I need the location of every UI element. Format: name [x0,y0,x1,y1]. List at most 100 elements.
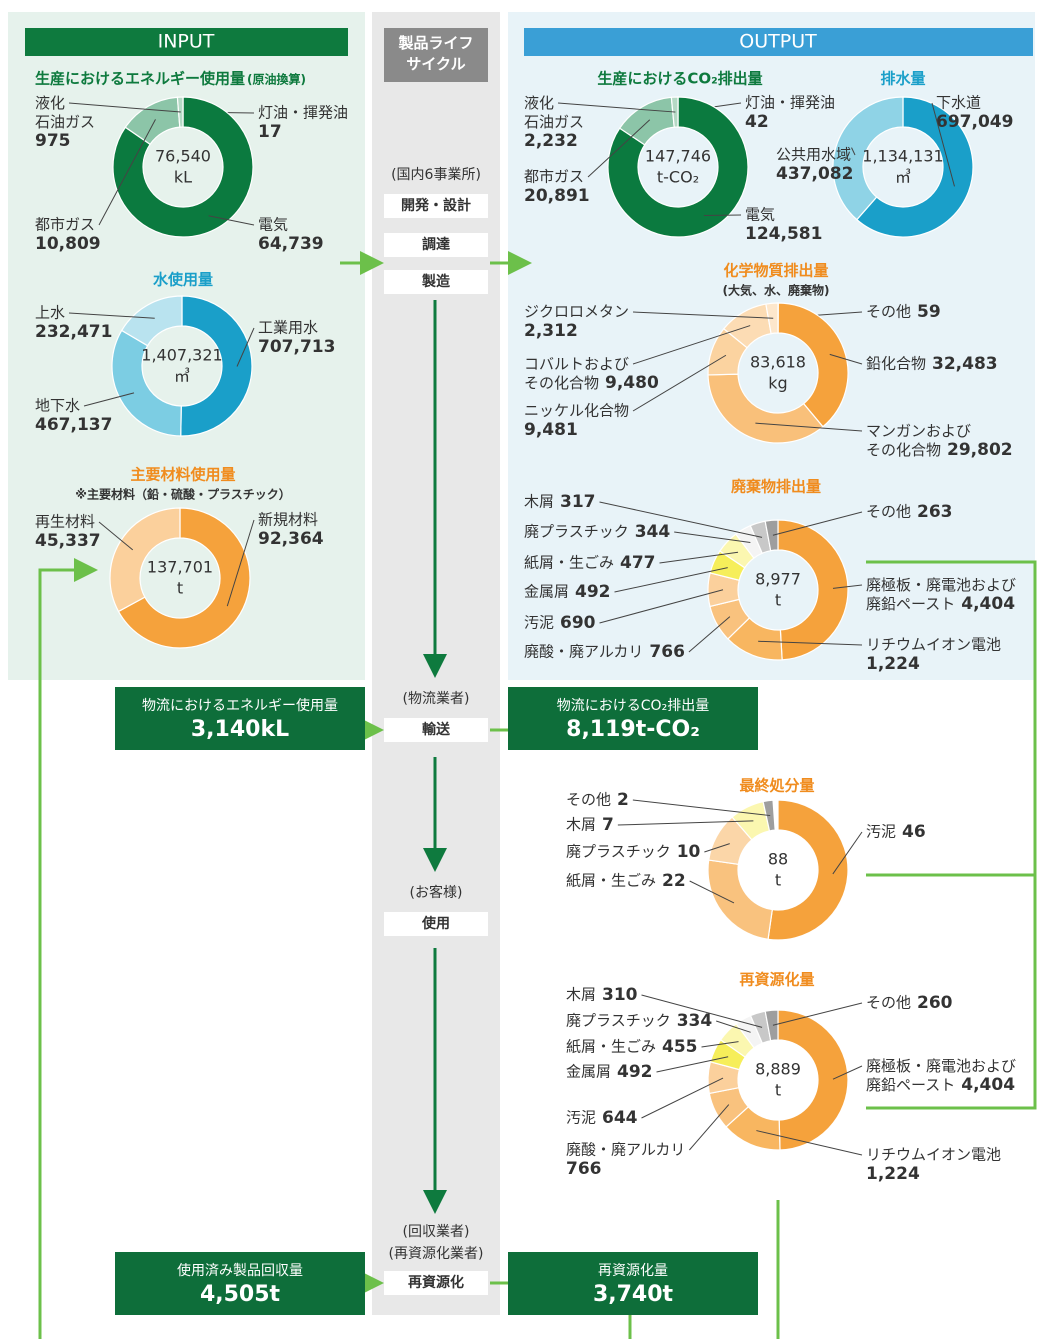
leader-line [236,327,255,367]
segment-value: 42 [745,112,769,132]
step-label: 調達 [422,236,450,253]
segment-name: 電気 [745,206,775,224]
donut-unit: ㎥ [895,168,911,187]
donut-unit: ㎥ [174,367,190,386]
segment-name: 都市ガス [35,216,95,234]
leader-line [68,102,181,113]
segment-value: 124,581 [745,224,822,244]
waste-line [866,560,1037,1110]
segment-value: 32,483 [932,354,998,374]
leader-line [688,616,731,653]
donut-segment [180,295,253,437]
donut-segment [112,96,254,238]
donut-title: 主要材料使用量 [130,466,235,484]
segment-name: その他 [866,303,911,321]
segment-value: 477 [620,553,656,573]
leader-line [704,843,730,853]
donut-total: 8,977 [755,570,801,589]
segment-value: 492 [617,1062,653,1082]
segment-value: 17 [258,122,282,142]
leader-line [617,820,754,826]
donut-total: 1,134,131 [862,147,943,166]
segment-name: 液化石油ガス [35,94,95,131]
segment-name: ニッケル化合物 [524,402,629,420]
summary-box [508,1252,758,1315]
segment-value: 1,224 [866,654,920,674]
segment-name: 廃プラスチック [566,843,671,861]
leader-line [656,1056,729,1073]
segment-value: 467,137 [35,415,112,435]
segment-name: 上水 [35,304,65,322]
segment-value: 2,232 [524,131,578,151]
summary-title: 物流におけるエネルギー使用量 [142,697,338,714]
segment-value: 45,337 [35,531,101,551]
leader-line [641,994,763,1028]
step-label: (物流業者) [403,691,470,707]
step-label: (回収業者) [403,1224,470,1240]
leader-line [226,519,255,607]
lifecycle-header [384,28,488,82]
donut-total: 8,889 [755,1060,801,1079]
leader-line [208,215,255,226]
donut-unit: kg [768,374,787,393]
donut-segment [767,799,849,941]
donut-total: 83,618 [750,353,806,372]
segment-name: 液化石油ガス [524,94,584,131]
leader-line [614,567,728,593]
leader-line [557,102,676,113]
donut-unit: t [177,579,183,598]
segment-value: 10 [677,842,701,862]
step-label: 再資源化 [408,1274,464,1291]
segment-name: 工業用水 [258,319,318,337]
leader-line [68,312,155,319]
step-box [384,912,488,936]
segment-name: 廃極板・廃電池および廃鉛ペースト [866,576,1016,613]
segment-value: 2 [617,790,629,810]
segment-name: 公共用水域 [776,146,851,164]
lifecycle-title: 製品ライフサイクル [397,34,473,73]
donut-title: 排水量 [880,70,925,88]
step-box [384,1271,488,1295]
segment-value: 20,891 [524,186,590,206]
leader-line [98,521,134,551]
segment-name: リチウムイオン電池 [866,636,1001,654]
segment-name: 紙屑・生ごみ [566,872,656,890]
summary-box [115,687,365,750]
leader-line [851,147,856,156]
leader-line [758,640,863,646]
segment-name: 地下水 [35,397,80,415]
segment-value: 9,481 [524,420,578,440]
segment-value: 344 [635,522,671,542]
output-header [524,28,1033,56]
summary-box [115,1252,365,1315]
segment-value: 690 [560,613,596,633]
donut-title: 廃棄物排出量 [731,478,821,496]
summary-value: 8,119t-CO₂ [566,717,700,742]
step-label: 開発・設計 [401,197,471,214]
segment-name: 下水道 [936,94,981,112]
step-label: (国内6事業所) [391,167,481,183]
donut-unit: t [775,871,781,890]
segment-value: 46 [902,822,926,842]
leader-line [716,1020,751,1033]
summary-title: 使用済み製品回収量 [177,1262,303,1279]
segment-name: コバルトおよびその化合物 [524,355,629,392]
segment-name: 新規材料 [258,511,318,529]
output-title: OUTPUT [739,31,817,53]
leader-line [83,392,135,407]
donut-note: (原油換算) [247,72,306,87]
segment-value: 263 [917,502,953,522]
return-line [38,558,98,1339]
summary-value: 3,140kL [191,717,289,742]
segment-name: 再生材料 [35,513,95,531]
donut-segment [117,507,251,649]
step-box [384,194,488,218]
donut-title: 化学物質排出量 [723,262,828,280]
segment-name: 紙屑・生ごみ [566,1038,656,1056]
segment-value: 92,364 [258,529,324,549]
leader-line [772,1002,863,1026]
summary-box [508,687,758,750]
donut-total: 147,746 [645,147,711,166]
leader-line [632,325,751,365]
segment-name: 廃プラスチック [566,1012,671,1030]
